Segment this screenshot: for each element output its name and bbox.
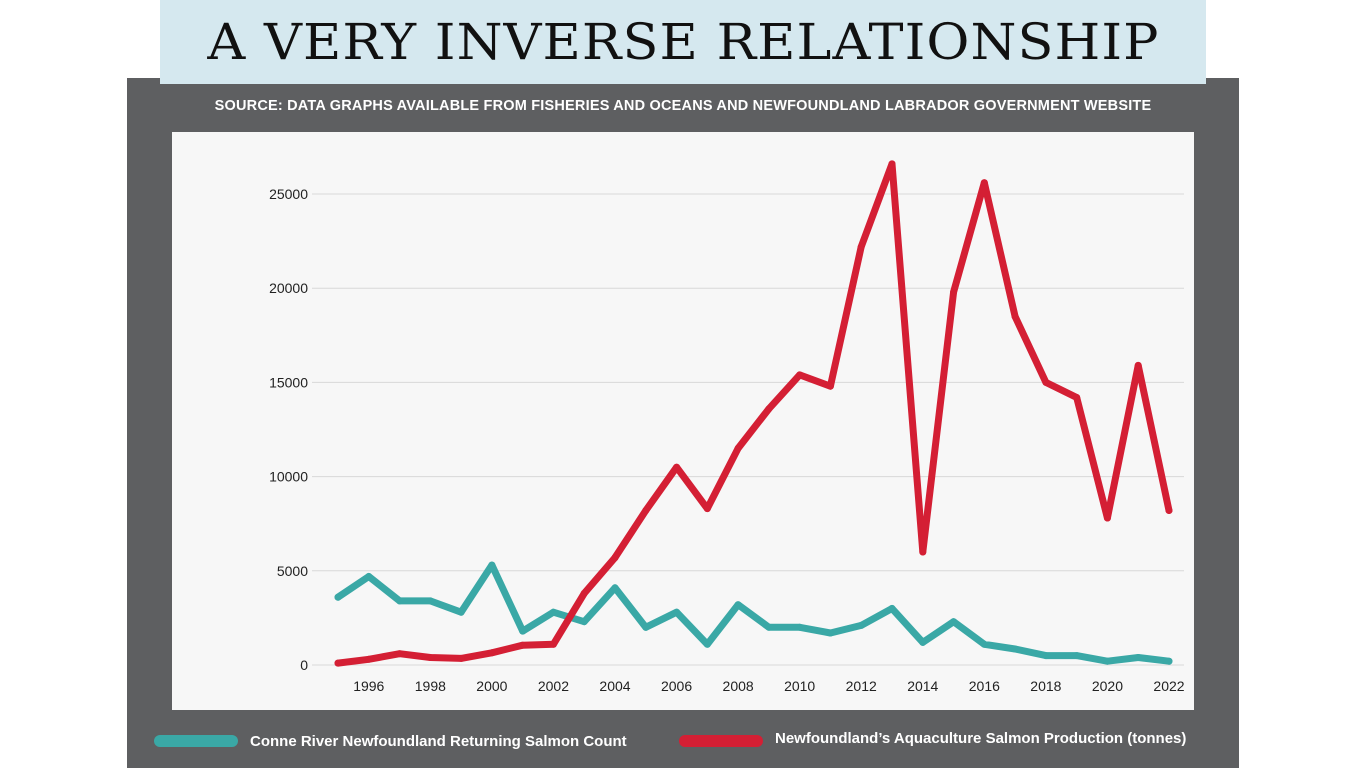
- data-point-aquaculture-1999: [457, 654, 465, 662]
- data-point-aquaculture-2001: [519, 641, 527, 649]
- data-point-salmon-count-2018: [1042, 652, 1050, 660]
- data-point-salmon-count-2005: [642, 623, 650, 631]
- data-point-salmon-count-2012: [857, 621, 865, 629]
- legend-label-salmon-count: Conne River Newfoundland Returning Salmo…: [250, 732, 627, 750]
- data-point-salmon-count-1995: [334, 593, 342, 601]
- x-tick-label-2002: 2002: [538, 678, 569, 694]
- data-point-salmon-count-2011: [826, 629, 834, 637]
- data-point-salmon-count-2015: [950, 618, 958, 626]
- data-point-salmon-count-2006: [673, 608, 681, 616]
- data-point-aquaculture-1996: [365, 655, 373, 663]
- data-point-aquaculture-2020: [1103, 514, 1111, 522]
- x-tick-label-2022: 2022: [1153, 678, 1184, 694]
- x-tick-label-2012: 2012: [846, 678, 877, 694]
- data-point-salmon-count-2016: [980, 640, 988, 648]
- line-chart: 0 5000 10000 15000 20000 25000 1996 1998 2000 200…: [269, 160, 1185, 694]
- title-banner: A VERY INVERSE RELATIONSHIP: [160, 0, 1206, 84]
- data-point-salmon-count-2003: [580, 618, 588, 626]
- legend-swatch-aquaculture: [679, 735, 763, 747]
- data-point-salmon-count-2014: [919, 638, 927, 646]
- data-point-aquaculture-2003: [580, 589, 588, 597]
- data-point-salmon-count-2000: [488, 561, 496, 569]
- data-point-aquaculture-2017: [1011, 313, 1019, 320]
- data-point-salmon-count-2021: [1134, 654, 1142, 661]
- data-point-aquaculture-2013: [888, 160, 896, 168]
- data-point-aquaculture-2002: [549, 640, 557, 648]
- chart-panel: 0 5000 10000 15000 20000 25000 1996 1998 2000 200…: [172, 132, 1194, 710]
- data-point-aquaculture-2015: [950, 288, 958, 296]
- data-point-salmon-count-1999: [457, 608, 465, 616]
- data-point-salmon-count-2010: [796, 623, 804, 631]
- y-tick-label-10000: 10000: [269, 469, 308, 485]
- x-tick-label-2008: 2008: [723, 678, 754, 694]
- page-title: A VERY INVERSE RELATIONSHIP: [206, 13, 1160, 71]
- x-tick-label-2020: 2020: [1092, 678, 1123, 694]
- data-point-salmon-count-2008: [734, 601, 742, 609]
- x-tick-label-2006: 2006: [661, 678, 692, 694]
- data-point-salmon-count-2004: [611, 584, 619, 592]
- data-point-aquaculture-2009: [765, 405, 773, 413]
- data-point-salmon-count-2022: [1165, 657, 1173, 665]
- data-point-aquaculture-2006: [673, 463, 681, 471]
- legend-item-aquaculture: Newfoundland’s Aquaculture Salmon Produc…: [679, 728, 1186, 754]
- data-point-aquaculture-2022: [1165, 507, 1173, 514]
- data-point-salmon-count-2019: [1073, 652, 1081, 660]
- data-point-salmon-count-1996: [365, 573, 373, 580]
- data-point-aquaculture-2011: [826, 382, 834, 390]
- data-point-aquaculture-2007: [703, 505, 711, 513]
- data-point-salmon-count-2013: [888, 605, 896, 612]
- y-tick-label-5000: 5000: [277, 563, 308, 579]
- data-point-salmon-count-2020: [1103, 657, 1111, 665]
- source-caption: SOURCE: DATA GRAPHS AVAILABLE FROM FISHE…: [214, 98, 1152, 114]
- x-tick-label-2018: 2018: [1030, 678, 1061, 694]
- data-point-aquaculture-2019: [1073, 394, 1081, 401]
- data-point-aquaculture-2010: [796, 371, 804, 379]
- legend-label-aquaculture: Newfoundland’s Aquaculture Salmon Produc…: [775, 729, 1187, 747]
- data-point-aquaculture-2012: [857, 243, 865, 251]
- data-point-salmon-count-2007: [703, 640, 711, 648]
- data-point-aquaculture-2000: [488, 649, 496, 657]
- x-tick-label-2010: 2010: [784, 678, 815, 694]
- x-tick-label-2000: 2000: [476, 678, 507, 694]
- data-point-salmon-count-2009: [765, 623, 773, 631]
- y-tick-label-25000: 25000: [269, 186, 308, 202]
- data-point-aquaculture-1995: [334, 659, 342, 667]
- data-point-aquaculture-2005: [642, 507, 650, 514]
- data-point-salmon-count-1997: [396, 597, 404, 605]
- y-tick-label-0: 0: [300, 657, 308, 673]
- legend-item-salmon-count: Conne River Newfoundland Returning Salmo…: [154, 728, 627, 754]
- series-line-aquaculture: [334, 160, 1173, 667]
- data-point-aquaculture-2018: [1042, 378, 1050, 386]
- data-point-aquaculture-2014: [919, 548, 927, 556]
- legend-swatch-salmon-count: [154, 735, 238, 747]
- x-tick-label-2014: 2014: [907, 678, 938, 694]
- y-tick-label-15000: 15000: [269, 374, 308, 390]
- x-tick-label-1998: 1998: [415, 678, 446, 694]
- data-point-aquaculture-2021: [1134, 361, 1142, 369]
- data-point-salmon-count-2017: [1011, 645, 1019, 653]
- data-point-aquaculture-2008: [734, 444, 742, 452]
- data-point-salmon-count-1998: [426, 597, 434, 605]
- data-point-aquaculture-1997: [396, 650, 404, 658]
- data-point-aquaculture-2016: [980, 179, 988, 187]
- y-tick-label-20000: 20000: [269, 280, 308, 296]
- data-point-aquaculture-2004: [611, 554, 619, 562]
- data-point-aquaculture-1998: [426, 654, 434, 661]
- data-point-salmon-count-2001: [519, 627, 527, 635]
- data-point-salmon-count-2002: [549, 608, 557, 616]
- series-line-salmon-count: [334, 561, 1173, 665]
- x-tick-label-2016: 2016: [969, 678, 1000, 694]
- x-tick-label-2004: 2004: [599, 678, 630, 694]
- x-tick-label-1996: 1996: [353, 678, 384, 694]
